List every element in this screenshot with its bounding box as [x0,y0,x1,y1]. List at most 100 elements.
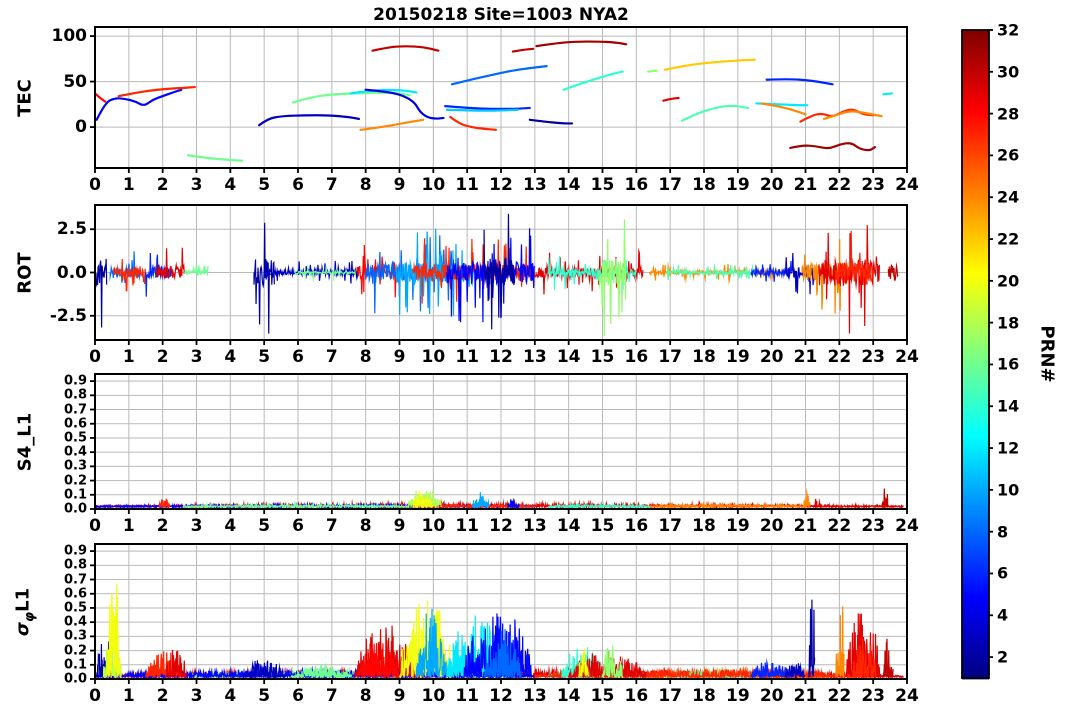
y-tick-label: 0.2 [63,643,87,659]
x-tick-label: 22 [827,175,852,195]
y-tick-label: 0.8 [63,387,87,403]
colorbar-tick-label: 16 [997,354,1020,374]
x-tick-label: 15 [590,347,615,367]
y-tick-label: 0.8 [63,557,87,573]
x-tick-label: 5 [258,516,271,536]
colorbar-tick-label: 18 [997,313,1020,333]
x-tick-label: 12 [489,516,513,536]
colorbar-tick-label: 28 [997,104,1020,124]
x-tick-label: 11 [455,347,479,367]
x-tick-label: 18 [692,347,716,367]
y-tick-label: 0.3 [63,628,87,644]
x-tick-label: 7 [325,686,338,706]
y-axis-label-rot: ROT [14,251,36,294]
y-tick-label: -2.5 [49,305,87,326]
x-tick-label: 17 [658,516,682,536]
colorbar-tick-label: 32 [997,20,1020,40]
panel-canvas-tec [85,17,917,178]
x-tick-label: 0 [89,686,101,706]
x-tick-label: 6 [292,686,304,706]
x-tick-label: 15 [590,175,615,195]
colorbar-tick-label: 14 [997,396,1020,416]
x-tick-label: 19 [725,175,750,195]
x-tick-label: 17 [658,175,682,195]
x-tick-label: 13 [522,347,547,367]
x-tick-label: 18 [692,686,716,706]
colorbar-tick-label: 24 [997,187,1020,207]
x-tick-label: 3 [190,175,203,195]
x-tick-label: 19 [725,516,750,536]
x-tick-label: 21 [793,516,818,536]
y-tick-label: 0.3 [63,458,87,474]
x-tick-label: 2 [156,347,169,367]
y-tick-label: 0.1 [63,657,87,673]
x-tick-label: 24 [895,516,919,536]
x-tick-label: 12 [489,347,513,367]
y-tick-label: 0.9 [63,543,87,559]
x-tick-label: 22 [827,516,852,536]
x-tick-label: 21 [793,175,818,195]
x-tick-label: 9 [393,686,406,706]
x-tick-label: 23 [861,516,885,536]
x-tick-label: 10 [421,347,446,367]
x-tick-label: 14 [556,686,581,706]
sigma-symbol: σ [12,621,34,636]
y-tick-label: 0.4 [63,614,87,630]
x-tick-label: 7 [325,347,338,367]
x-tick-label: 8 [359,686,372,706]
x-tick-label: 10 [421,516,446,536]
x-tick-label: 7 [325,175,338,195]
y-tick-label: 0.9 [63,373,87,389]
colorbar-tick-label: 4 [997,605,1009,625]
phi-subscript: φ [22,611,38,622]
y-tick-label: 50 [63,71,87,92]
y-tick-label: 0.7 [63,572,87,588]
x-tick-label: 15 [590,516,615,536]
x-tick-label: 6 [292,347,304,367]
x-tick-label: 11 [455,175,479,195]
panel-canvas-sigma-phi-l1 [85,534,917,689]
x-tick-label: 9 [393,347,406,367]
colorbar-tick-label: 26 [997,145,1020,165]
x-tick-label: 20 [759,516,784,536]
y-tick-label: 0.1 [63,487,87,503]
y-tick-label: 0.5 [63,600,87,616]
x-tick-label: 5 [258,175,271,195]
x-tick-label: 12 [489,686,513,706]
x-tick-label: 11 [455,516,479,536]
x-tick-label: 19 [725,686,750,706]
x-tick-label: 8 [359,516,372,536]
x-tick-label: 3 [190,686,203,706]
x-tick-label: 16 [624,516,649,536]
x-tick-label: 10 [421,175,446,195]
x-tick-label: 0 [89,175,101,195]
x-tick-label: 23 [861,347,885,367]
x-tick-label: 24 [895,686,919,706]
x-tick-label: 2 [156,516,169,536]
colorbar-tick-label: 30 [997,62,1020,82]
x-tick-label: 4 [224,347,237,367]
y-tick-label: 0.4 [63,444,87,460]
x-tick-label: 17 [658,686,682,706]
y-tick-label: 0 [75,117,87,138]
y-tick-label: 0.0 [56,262,87,283]
x-tick-label: 22 [827,686,852,706]
x-tick-label: 14 [556,347,581,367]
x-tick-label: 6 [292,175,304,195]
x-tick-label: 20 [759,175,784,195]
x-tick-label: 20 [759,686,784,706]
x-tick-label: 5 [258,686,271,706]
x-tick-label: 22 [827,347,852,367]
x-tick-label: 1 [122,686,135,706]
x-tick-label: 17 [658,347,682,367]
y-tick-label: 0.6 [63,586,87,602]
x-tick-label: 2 [156,686,169,706]
x-tick-label: 13 [522,516,547,536]
x-tick-label: 16 [624,175,649,195]
x-tick-label: 0 [89,516,101,536]
y-tick-label: 0.5 [63,430,87,446]
colorbar-tick-label: 6 [997,563,1009,583]
y-axis-label-s4-l1: S4_L1 [14,412,36,471]
x-tick-label: 21 [793,347,818,367]
